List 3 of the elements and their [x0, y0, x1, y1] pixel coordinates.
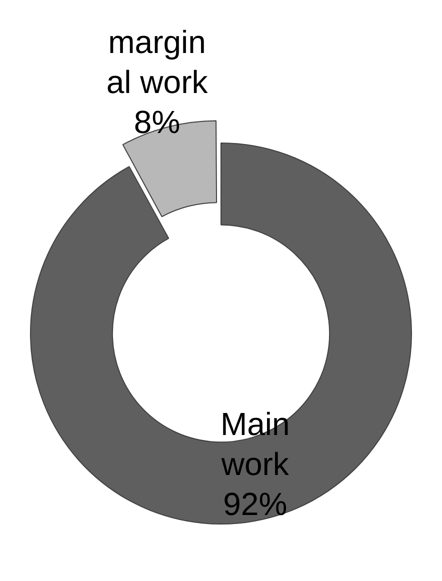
data-label: 92%	[223, 486, 288, 522]
slice-label: marginal work	[106, 24, 209, 100]
data-label: 8%	[134, 104, 180, 140]
